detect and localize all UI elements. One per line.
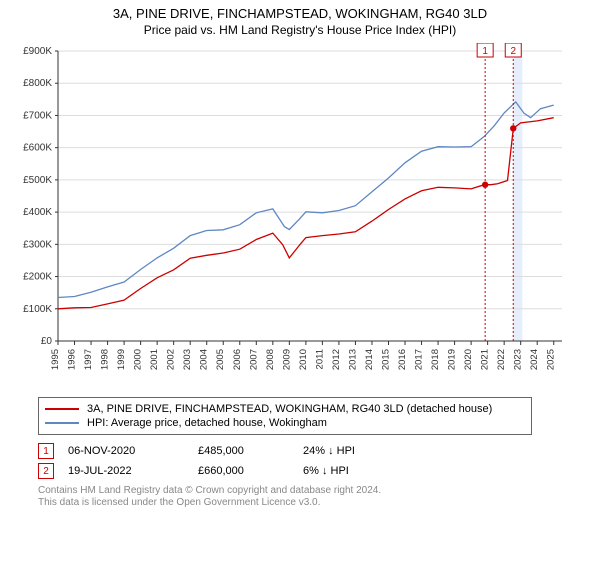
x-tick-label: 1998 bbox=[100, 349, 111, 370]
x-tick-label: 2025 bbox=[546, 349, 557, 370]
x-tick-label: 1996 bbox=[67, 349, 78, 370]
marker-row: 2 19-JUL-2022£660,0006% ↓ HPI bbox=[38, 463, 600, 479]
x-tick-label: 2023 bbox=[513, 349, 524, 370]
x-tick-label: 2022 bbox=[496, 349, 507, 370]
x-tick-label: 2007 bbox=[248, 349, 259, 370]
marker-chip: 2 bbox=[38, 463, 54, 479]
chart-area: £0 £100K £200K £300K £400K £500K £600K £700K £80… bbox=[10, 43, 570, 393]
legend-row: 3A, PINE DRIVE, FINCHAMPSTEAD, WOKINGHAM… bbox=[45, 402, 525, 416]
marker-dot-2 bbox=[510, 125, 516, 131]
x-tick-label: 2005 bbox=[215, 349, 226, 370]
marker-row: 1 06-NOV-2020£485,00024% ↓ HPI bbox=[38, 443, 600, 459]
credits: Contains HM Land Registry data © Crown c… bbox=[38, 485, 600, 509]
x-tick-label: 1999 bbox=[116, 349, 127, 370]
y-tick-label: £700K bbox=[23, 110, 52, 121]
legend: 3A, PINE DRIVE, FINCHAMPSTEAD, WOKINGHAM… bbox=[38, 397, 532, 435]
x-tick-label: 2004 bbox=[199, 349, 210, 370]
y-tick-label: £200K bbox=[23, 272, 52, 283]
y-tick-label: £600K bbox=[23, 143, 52, 154]
x-tick-label: 2024 bbox=[529, 349, 540, 370]
x-tick-label: 2006 bbox=[232, 349, 243, 370]
marker-pct: 6% ↓ HPI bbox=[303, 465, 393, 477]
x-tick-label: 2009 bbox=[281, 349, 292, 370]
x-tick-label: 2011 bbox=[314, 349, 325, 369]
marker-chip-label-2: 2 bbox=[510, 46, 516, 57]
x-tick-label: 2000 bbox=[133, 349, 144, 370]
x-tick-label: 1997 bbox=[83, 349, 94, 370]
credit-line-2: This data is licensed under the Open Gov… bbox=[38, 497, 600, 509]
x-tick-label: 1995 bbox=[50, 349, 61, 370]
credit-line-1: Contains HM Land Registry data © Crown c… bbox=[38, 485, 600, 497]
legend-label: 3A, PINE DRIVE, FINCHAMPSTEAD, WOKINGHAM… bbox=[87, 402, 492, 416]
x-tick-label: 2021 bbox=[480, 349, 491, 370]
chart-subtitle: Price paid vs. HM Land Registry's House … bbox=[0, 23, 600, 37]
legend-label: HPI: Average price, detached house, Woki… bbox=[87, 416, 327, 430]
x-tick-label: 2013 bbox=[347, 349, 358, 370]
marker-price: £660,000 bbox=[198, 465, 303, 477]
y-tick-label: £100K bbox=[23, 304, 52, 315]
x-tick-label: 2003 bbox=[182, 349, 193, 370]
y-tick-label: £800K bbox=[23, 78, 52, 89]
x-tick-label: 2020 bbox=[463, 349, 474, 370]
y-tick-label: £500K bbox=[23, 175, 52, 186]
y-tick-label: £300K bbox=[23, 239, 52, 250]
marker-chip: 1 bbox=[38, 443, 54, 459]
x-tick-label: 2014 bbox=[364, 349, 375, 370]
x-tick-label: 2008 bbox=[265, 349, 276, 370]
x-tick-label: 2010 bbox=[298, 349, 309, 370]
x-tick-label: 2012 bbox=[331, 349, 342, 370]
x-tick-label: 2017 bbox=[414, 349, 425, 370]
y-tick-label: £400K bbox=[23, 207, 52, 218]
x-tick-label: 2015 bbox=[380, 349, 391, 370]
chart-title: 3A, PINE DRIVE, FINCHAMPSTEAD, WOKINGHAM… bbox=[0, 6, 600, 21]
highlight-band bbox=[513, 51, 522, 341]
x-tick-label: 2018 bbox=[430, 349, 441, 370]
marker-date: 19-JUL-2022 bbox=[68, 465, 198, 477]
x-tick-label: 2016 bbox=[397, 349, 408, 370]
marker-table: 1 06-NOV-2020£485,00024% ↓ HPI 2 19-JUL-202… bbox=[38, 443, 600, 479]
legend-row: HPI: Average price, detached house, Woki… bbox=[45, 416, 525, 430]
marker-chip-label-1: 1 bbox=[482, 46, 488, 57]
marker-pct: 24% ↓ HPI bbox=[303, 445, 393, 457]
marker-date: 06-NOV-2020 bbox=[68, 445, 198, 457]
series-hpi bbox=[58, 102, 554, 298]
legend-swatch bbox=[45, 408, 79, 410]
y-tick-label: £0 bbox=[41, 336, 53, 347]
chart-svg: £0 £100K £200K £300K £400K £500K £600K £700K £80… bbox=[10, 43, 570, 393]
x-tick-label: 2001 bbox=[149, 349, 160, 370]
y-tick-label: £900K bbox=[23, 46, 52, 57]
chart-container: 3A, PINE DRIVE, FINCHAMPSTEAD, WOKINGHAM… bbox=[0, 6, 600, 566]
x-tick-label: 2019 bbox=[447, 349, 458, 370]
x-tick-label: 2002 bbox=[166, 349, 177, 370]
marker-dot-1 bbox=[482, 182, 488, 188]
marker-price: £485,000 bbox=[198, 445, 303, 457]
series-price_paid bbox=[58, 118, 554, 309]
legend-swatch bbox=[45, 422, 79, 424]
